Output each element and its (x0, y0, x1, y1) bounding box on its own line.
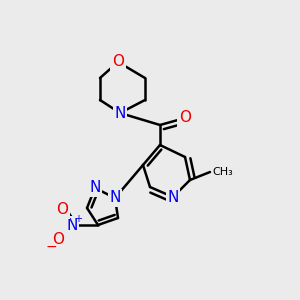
Text: N: N (66, 218, 78, 232)
Text: O: O (112, 55, 124, 70)
Text: N: N (89, 181, 101, 196)
Text: +: + (74, 214, 82, 224)
Text: N: N (167, 190, 179, 205)
Text: O: O (56, 202, 68, 217)
Text: O: O (52, 232, 64, 247)
Text: N: N (114, 106, 126, 121)
Text: −: − (45, 240, 57, 254)
Text: N: N (109, 190, 121, 206)
Text: CH₃: CH₃ (212, 167, 233, 177)
Text: O: O (179, 110, 191, 125)
